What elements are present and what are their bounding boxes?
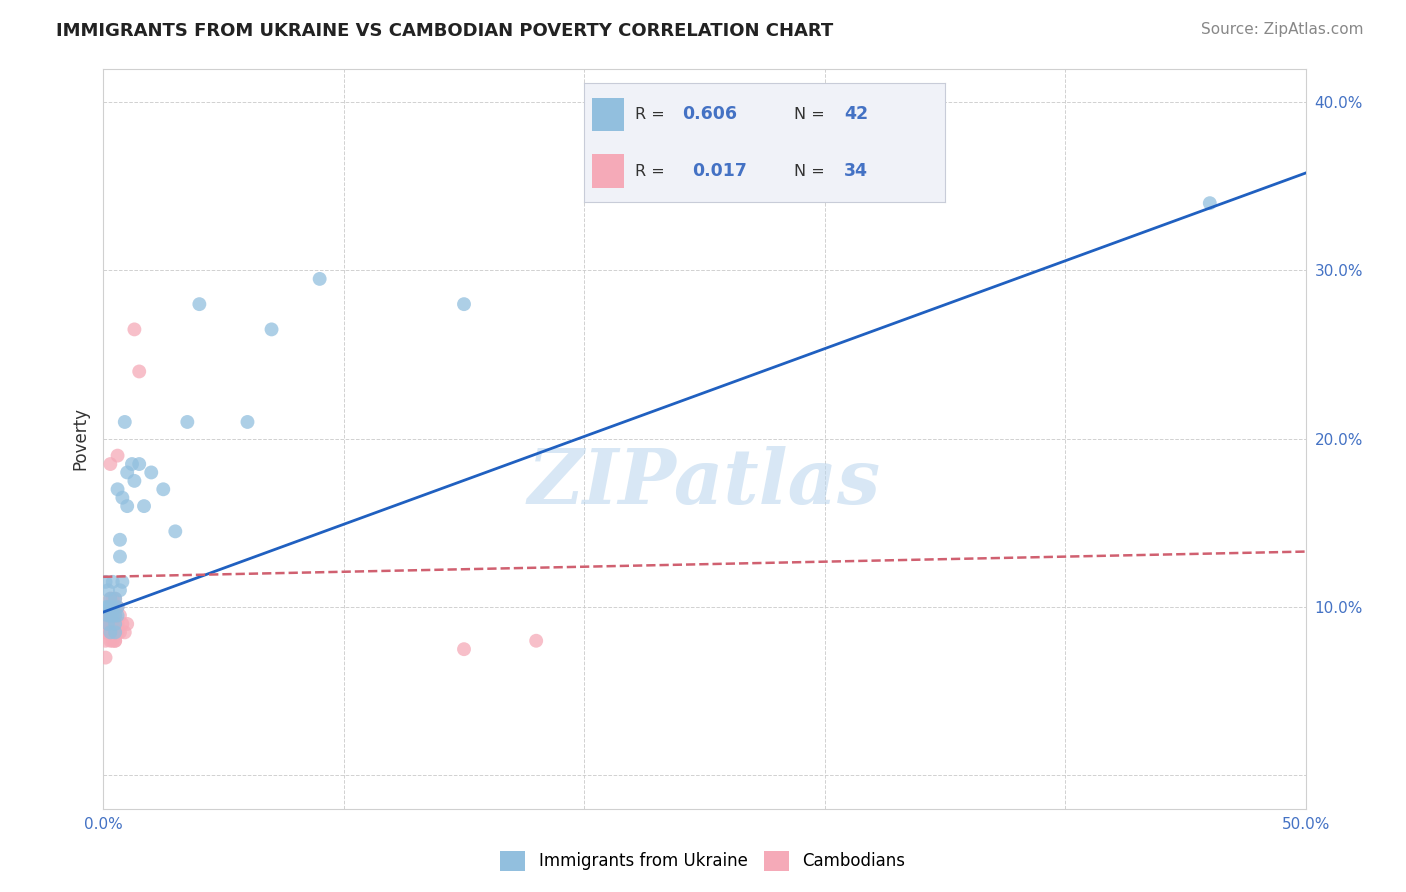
Point [104,633,127,648]
Point [94,650,117,665]
Point [152,483,174,497]
Point [101,600,124,615]
Point [97,600,120,615]
Point [98,633,121,648]
Point [94,608,117,623]
Point [98,616,121,631]
Point [453,297,475,311]
Point [165,524,187,539]
Point [104,633,127,648]
Point [97,625,120,640]
Point [107,600,129,615]
Point [98,591,121,606]
Point [94,633,117,648]
Point [94,600,117,615]
Text: IMMIGRANTS FROM UKRAINE VS CAMBODIAN POVERTY CORRELATION CHART: IMMIGRANTS FROM UKRAINE VS CAMBODIAN POV… [56,22,834,40]
Point [101,608,124,623]
Point [260,322,283,336]
Point [101,608,124,623]
Point [104,591,127,606]
Point [107,600,129,615]
Point [104,625,127,640]
Point [98,625,121,640]
Point [107,483,129,497]
Y-axis label: Poverty: Poverty [72,408,89,470]
Point [115,616,138,631]
Legend: Immigrants from Ukraine, Cambodians: Immigrants from Ukraine, Cambodians [492,842,914,880]
Point [236,415,259,429]
Text: ZIPatlas: ZIPatlas [529,446,882,520]
Point [108,549,131,564]
Point [114,415,136,429]
Point [108,533,131,547]
Point [188,297,211,311]
Point [128,457,150,471]
Point [98,591,121,606]
Point [107,616,129,631]
Point [94,625,117,640]
Point [121,457,143,471]
Point [141,466,163,480]
Point [104,608,127,623]
Point [524,633,547,648]
Point [104,616,127,631]
Point [94,574,117,589]
Point [115,499,138,513]
Point [98,608,121,623]
Point [176,415,198,429]
Point [101,616,124,631]
Point [107,625,129,640]
Point [1198,196,1220,211]
Point [128,364,150,378]
Point [98,457,121,471]
Point [98,608,121,623]
Point [108,625,131,640]
Point [104,608,127,623]
Point [107,449,129,463]
Point [111,491,134,505]
Point [108,583,131,598]
Point [104,625,127,640]
Point [97,616,120,631]
Point [108,608,131,623]
Point [115,466,138,480]
Point [132,499,155,513]
Point [308,272,330,286]
Point [101,633,124,648]
Point [97,608,120,623]
Point [97,616,120,631]
Point [124,474,146,488]
Point [101,591,124,606]
Point [114,625,136,640]
Text: Source: ZipAtlas.com: Source: ZipAtlas.com [1201,22,1364,37]
Point [111,616,134,631]
Point [97,583,120,598]
Point [107,608,129,623]
Point [97,608,120,623]
Point [124,322,146,336]
Point [101,574,124,589]
Point [98,600,121,615]
Point [111,574,134,589]
Point [453,642,475,657]
Point [104,591,127,606]
